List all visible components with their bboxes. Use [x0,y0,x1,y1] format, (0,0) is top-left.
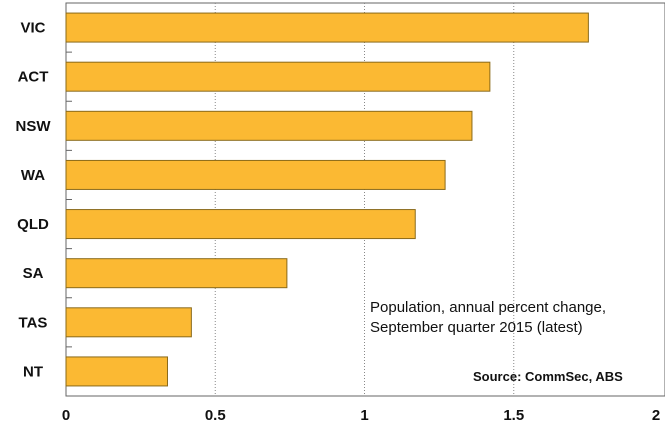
bars [65,12,589,387]
x-tick-label: 2 [652,407,660,424]
x-tick-label: 0.5 [205,407,226,424]
category-label: VIC [20,20,45,37]
bar-nt [65,356,168,387]
category-label: QLD [17,216,49,233]
category-label: NT [23,363,43,380]
grid-lines [66,3,515,396]
category-label: SA [23,265,44,282]
x-tick-label: 0 [62,407,70,424]
source-note: Source: CommSec, ABS [473,369,623,384]
category-label: WA [21,167,45,184]
category-label: ACT [18,69,49,86]
category-labels: VIC ACT NSW WA QLD SA TAS NT [16,20,52,381]
category-label: NSW [16,118,52,135]
annotation-line-1: Population, annual percent change, [370,299,606,316]
bar-sa [65,258,288,289]
annotation-line-2: September quarter 2015 (latest) [370,319,583,336]
bar-qld [65,209,416,240]
x-axis-ticks: 0 0.5 1 1.5 2 [62,407,660,424]
bar-act [65,61,491,92]
bar-nsw [65,110,473,141]
x-tick-label: 1 [360,407,368,424]
category-label: TAS [19,314,48,331]
bar-wa [65,159,446,190]
x-tick-label: 1.5 [503,407,524,424]
bar-vic [65,12,589,43]
bar-tas [65,307,192,338]
